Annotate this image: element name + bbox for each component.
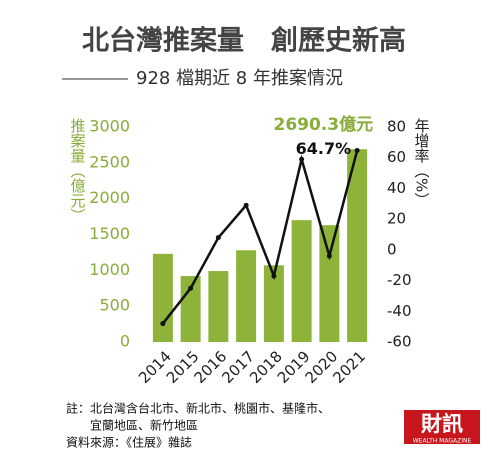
y-tick-label: 0 xyxy=(120,332,130,351)
bar xyxy=(319,225,340,342)
y-tick-label: 2000 xyxy=(89,188,130,207)
y2-tick-label: -60 xyxy=(387,333,412,351)
line-point xyxy=(271,273,277,279)
note: 宜蘭地區、新竹地區 xyxy=(90,418,198,433)
bar xyxy=(347,149,368,342)
line-point xyxy=(243,202,249,208)
bar xyxy=(291,220,312,342)
note: 資料來源：《住展》雜誌 xyxy=(66,435,192,450)
bar xyxy=(180,276,201,342)
logo-subtitle: WEALTH MAGAZINE xyxy=(413,438,472,445)
y2-tick-label: 80 xyxy=(387,118,406,136)
line-point xyxy=(188,285,194,291)
line-point xyxy=(160,321,166,327)
line xyxy=(161,150,359,325)
y2-axis-label: 年增率（%） xyxy=(413,118,431,207)
y-tick-label: 3000 xyxy=(89,117,130,136)
y2-tick-label: 20 xyxy=(387,210,406,228)
bar xyxy=(236,250,257,342)
line-point xyxy=(326,253,332,259)
x-tick-label: 2021 xyxy=(329,347,369,387)
y2-tick-label: -20 xyxy=(387,271,412,289)
y2-tick-label: 40 xyxy=(387,179,406,197)
y-tick-label: 500 xyxy=(99,296,130,315)
line-point xyxy=(215,235,221,241)
logo: 財訊 xyxy=(421,412,463,436)
y2-tick-label: 0 xyxy=(387,240,397,258)
logo-box xyxy=(404,410,480,444)
y-tick-label: 2500 xyxy=(89,152,130,171)
y2-tick-label: -40 xyxy=(387,302,412,320)
value-label: 64.7% xyxy=(296,139,352,158)
bar xyxy=(152,253,173,342)
note: 註：北台灣含台北市、新北市、桃園市、基隆市、 xyxy=(66,401,330,416)
y-axis-label: 推案量（億元） xyxy=(69,118,87,223)
chart-subtitle: 928 檔期近 8 年推案情況 xyxy=(136,68,343,89)
y-tick-label: 1500 xyxy=(89,224,130,243)
chart-title: 北台灣推案量 創歷史新高 xyxy=(82,25,406,57)
line-point xyxy=(354,147,360,153)
line-point xyxy=(299,156,305,162)
bar xyxy=(263,265,284,342)
value-label: 2690.3億元 xyxy=(274,114,374,135)
y2-tick-label: 60 xyxy=(387,148,406,166)
bar xyxy=(208,271,229,342)
y-tick-label: 1000 xyxy=(89,260,130,279)
